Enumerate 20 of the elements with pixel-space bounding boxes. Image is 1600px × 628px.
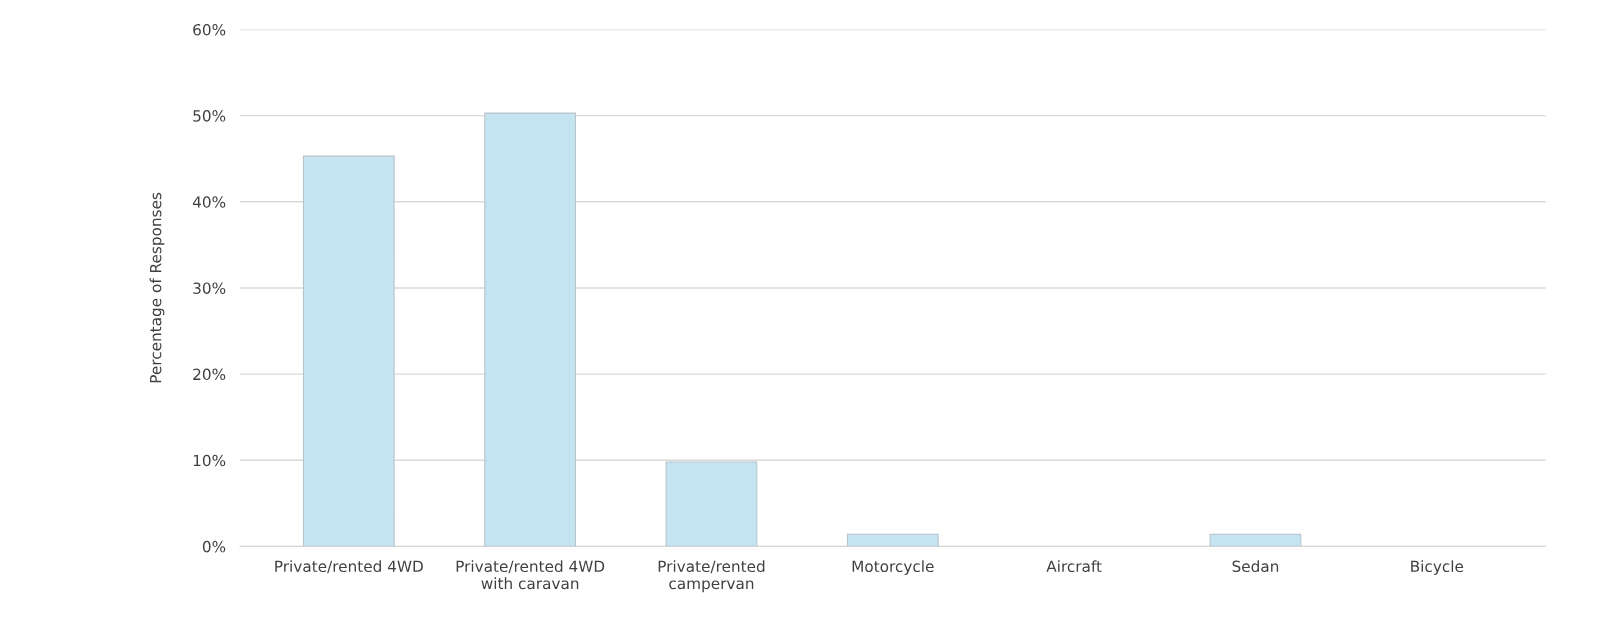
- x-tick-label: Private/rented 4WD: [275, 560, 423, 574]
- y-tick-label: 20%: [193, 368, 226, 381]
- bar: [665, 461, 758, 547]
- bar: [1209, 533, 1302, 547]
- x-tick-label: Aircraft: [1046, 560, 1102, 573]
- x-tick-label: Bicycle: [1411, 560, 1464, 576]
- x-tick-label: Sedan: [1232, 560, 1279, 573]
- bar: [484, 112, 577, 547]
- y-tick-label: 50%: [193, 110, 226, 122]
- bar: [302, 155, 395, 547]
- y-tick-label: 60%: [193, 23, 226, 36]
- bar: [846, 533, 939, 547]
- y-tick-label: 0%: [202, 540, 226, 553]
- x-tick-label: Private/rented 4WD with caravan: [456, 560, 605, 590]
- x-tick-label: Private/rented campervan: [658, 560, 765, 593]
- x-tick-label: Motorcycle: [852, 560, 934, 576]
- y-tick-label: 30%: [193, 282, 226, 294]
- y-tick-label: 10%: [193, 454, 226, 467]
- y-tick-label: 40%: [192, 196, 226, 208]
- y-axis-title: Percentage of Responses: [149, 192, 165, 383]
